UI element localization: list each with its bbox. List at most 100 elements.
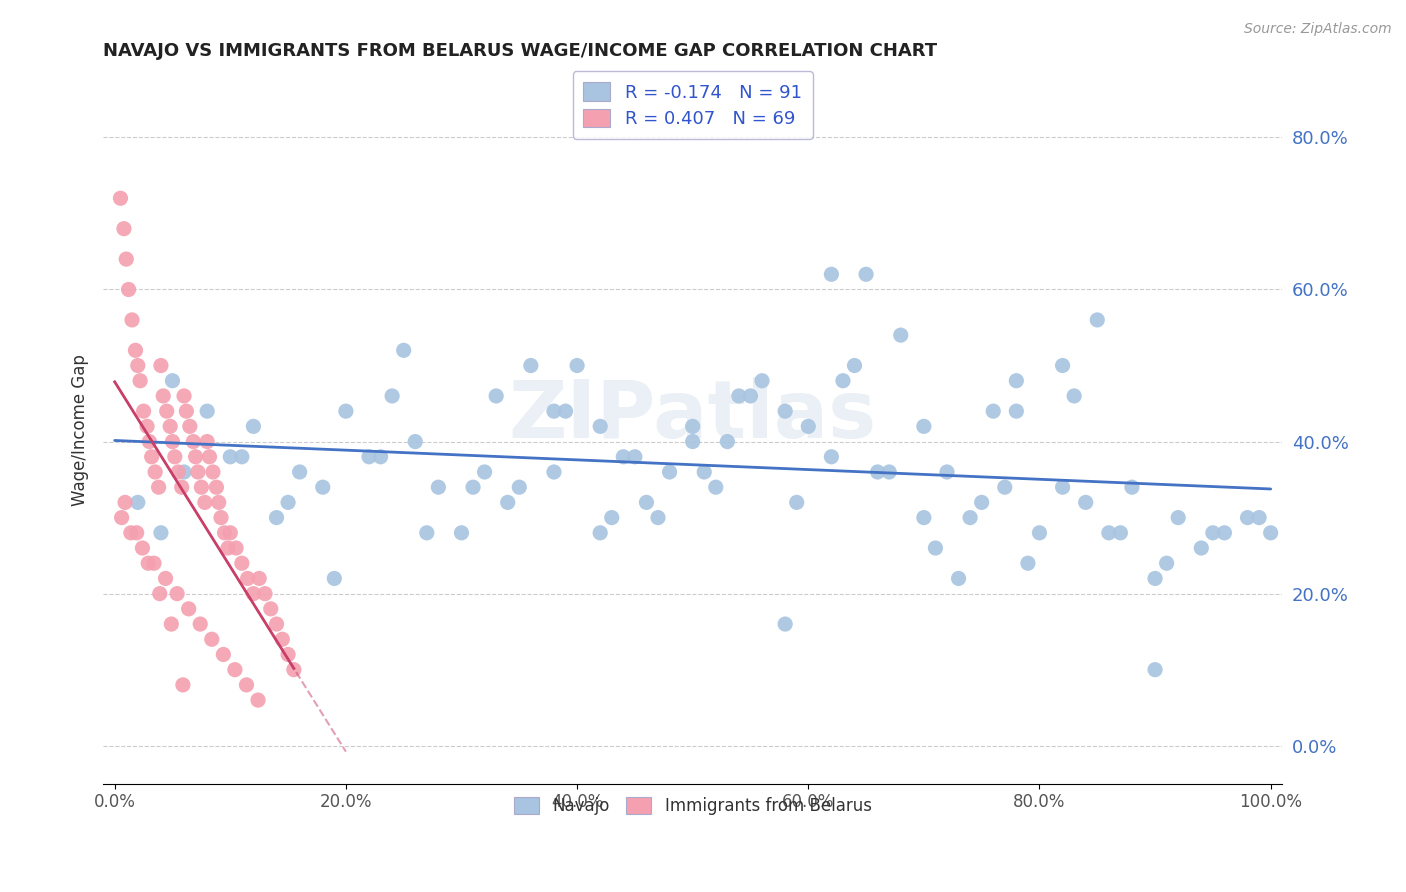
Point xyxy=(1098,525,1121,540)
Point xyxy=(427,480,450,494)
Point xyxy=(205,480,228,494)
Point xyxy=(190,480,212,494)
Point xyxy=(115,252,138,266)
Point xyxy=(740,389,762,403)
Point xyxy=(136,419,159,434)
Point xyxy=(120,525,142,540)
Point xyxy=(152,389,174,403)
Point xyxy=(260,602,283,616)
Point xyxy=(173,389,195,403)
Point xyxy=(855,267,877,281)
Point xyxy=(188,617,211,632)
Point xyxy=(110,191,132,205)
Point xyxy=(994,480,1017,494)
Point xyxy=(682,434,704,449)
Point xyxy=(508,480,530,494)
Point xyxy=(647,510,669,524)
Point xyxy=(948,571,970,585)
Point xyxy=(1005,404,1028,418)
Point xyxy=(201,465,224,479)
Point xyxy=(236,571,259,585)
Legend: Navajo, Immigrants from Belarus: Navajo, Immigrants from Belarus xyxy=(503,787,882,825)
Point xyxy=(1167,510,1189,524)
Point xyxy=(1028,525,1050,540)
Point xyxy=(1249,510,1271,524)
Point xyxy=(160,617,183,632)
Point xyxy=(181,434,204,449)
Point xyxy=(132,404,155,418)
Point xyxy=(312,480,335,494)
Point xyxy=(1109,525,1132,540)
Point xyxy=(156,404,179,418)
Point xyxy=(543,404,565,418)
Point xyxy=(981,404,1004,418)
Point xyxy=(125,525,148,540)
Point xyxy=(1005,374,1028,388)
Point xyxy=(1189,541,1212,555)
Point xyxy=(496,495,519,509)
Point xyxy=(149,359,172,373)
Point xyxy=(612,450,634,464)
Point xyxy=(924,541,946,555)
Point xyxy=(162,374,184,388)
Point xyxy=(970,495,993,509)
Point xyxy=(773,617,796,632)
Point xyxy=(112,221,135,235)
Point xyxy=(728,389,751,403)
Point xyxy=(271,632,294,647)
Point xyxy=(111,510,134,524)
Point xyxy=(600,510,623,524)
Point xyxy=(844,359,866,373)
Point xyxy=(773,404,796,418)
Point xyxy=(217,541,239,555)
Point xyxy=(266,617,288,632)
Point xyxy=(877,465,900,479)
Point xyxy=(589,419,612,434)
Point xyxy=(288,465,311,479)
Point xyxy=(198,450,221,464)
Point xyxy=(1213,525,1236,540)
Point xyxy=(155,571,177,585)
Point xyxy=(392,343,415,358)
Point xyxy=(219,450,242,464)
Point xyxy=(1144,663,1167,677)
Point xyxy=(485,389,508,403)
Point xyxy=(461,480,484,494)
Point xyxy=(143,556,166,570)
Point xyxy=(163,450,186,464)
Point xyxy=(357,450,380,464)
Point xyxy=(143,465,166,479)
Point xyxy=(1144,571,1167,585)
Point xyxy=(266,510,288,524)
Text: NAVAJO VS IMMIGRANTS FROM BELARUS WAGE/INCOME GAP CORRELATION CHART: NAVAJO VS IMMIGRANTS FROM BELARUS WAGE/I… xyxy=(103,42,938,60)
Point xyxy=(247,571,270,585)
Point xyxy=(277,648,299,662)
Point xyxy=(141,450,163,464)
Point xyxy=(565,359,588,373)
Point xyxy=(148,480,170,494)
Point xyxy=(212,648,235,662)
Point xyxy=(1074,495,1097,509)
Point xyxy=(636,495,658,509)
Point xyxy=(114,495,136,509)
Point xyxy=(797,419,820,434)
Point xyxy=(195,404,218,418)
Point xyxy=(167,465,190,479)
Point xyxy=(149,587,172,601)
Point xyxy=(173,465,195,479)
Point xyxy=(416,525,439,540)
Point xyxy=(138,434,160,449)
Point xyxy=(890,328,912,343)
Point xyxy=(166,587,188,601)
Point xyxy=(225,541,247,555)
Point xyxy=(149,525,172,540)
Point xyxy=(335,404,357,418)
Point xyxy=(131,541,153,555)
Point xyxy=(716,434,738,449)
Point xyxy=(242,587,264,601)
Point xyxy=(184,450,207,464)
Point xyxy=(162,434,184,449)
Point xyxy=(1052,480,1074,494)
Point xyxy=(589,525,612,540)
Point xyxy=(912,419,935,434)
